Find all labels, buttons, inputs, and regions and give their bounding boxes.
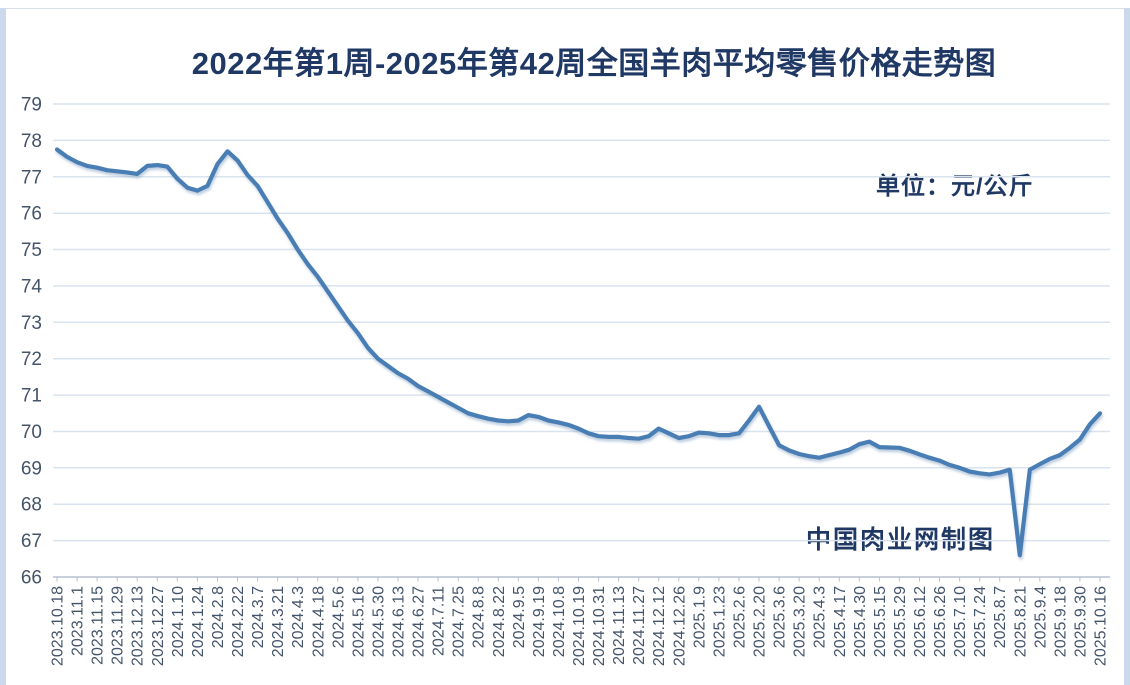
y-axis-tick-label: 73 [21, 313, 42, 334]
gridlines-group [53, 103, 1110, 578]
x-axis-tick-label: 2024.8.8 [471, 586, 488, 648]
x-axis-tick-label: 2024.4.3 [290, 586, 307, 648]
x-axis-tick-label: 2025.9.4 [1032, 586, 1049, 648]
x-axis-tick-label: 2024.4.18 [310, 586, 327, 657]
x-axis-tick-label: 2023.11.1 [70, 586, 87, 656]
x-axis-tick-label: 2025.5.29 [892, 586, 909, 657]
y-axis-labels-group: 79 78 77 76 75 74 73 72 71 70 69 68 67 66 [21, 95, 43, 589]
y-axis-tick-label: 66 [21, 568, 42, 589]
y-axis-tick-label: 75 [21, 240, 42, 261]
x-axis-tick-label: 2024.10.19 [571, 586, 588, 666]
x-axis-tick-label: 2023.12.27 [150, 586, 167, 666]
y-axis-tick-label: 72 [21, 349, 42, 370]
y-axis-tick-label: 76 [21, 204, 42, 225]
y-axis-tick-label: 70 [21, 422, 42, 443]
x-axis-tick-label: 2023.11.29 [110, 586, 127, 665]
x-axis-group [56, 577, 1101, 582]
y-axis-tick-label: 78 [21, 131, 42, 152]
top-border-rule [0, 8, 1130, 9]
x-axis-tick-label: 2025.3.20 [792, 586, 809, 657]
x-axis-tick-label: 2024.7.11 [431, 586, 448, 656]
x-axis-tick-label: 2024.11.13 [611, 586, 628, 665]
y-axis-tick-label: 74 [21, 276, 43, 297]
x-axis-tick-label: 2025.6.26 [932, 586, 949, 657]
x-axis-tick-label: 2025.3.6 [772, 586, 789, 648]
x-axis-tick-label: 2025.2.20 [752, 586, 769, 657]
x-axis-tick-label: 2023.11.15 [90, 586, 107, 665]
y-axis-tick-label: 79 [21, 95, 42, 116]
x-axis-tick-label: 2023.12.13 [130, 586, 147, 666]
x-axis-tick-label: 2025.4.30 [852, 586, 869, 657]
x-axis-tick-label: 2025.6.12 [912, 586, 929, 657]
x-axis-tick-label: 2024.9.19 [531, 586, 548, 657]
x-axis-tick-label: 2024.9.5 [511, 586, 528, 648]
x-axis-tick-label: 2024.12.26 [671, 586, 688, 666]
y-axis-tick-label: 77 [21, 167, 42, 188]
x-axis-tick-label: 2024.5.16 [350, 586, 367, 657]
x-axis-tick-label: 2025.4.3 [812, 586, 829, 648]
x-axis-tick-label: 2024.8.22 [491, 586, 508, 657]
right-edge-strip [1124, 8, 1130, 685]
x-axis-tick-label: 2024.2.22 [230, 586, 247, 657]
x-axis-tick-label: 2024.6.13 [391, 586, 408, 657]
x-axis-tick-label: 2024.5.6 [330, 586, 347, 648]
y-axis-tick-label: 67 [21, 531, 42, 552]
x-axis-tick-label: 2024.12.12 [651, 586, 668, 666]
x-axis-tick-label: 2023.10.18 [50, 586, 67, 666]
x-axis-tick-label: 2024.1.24 [190, 586, 207, 657]
price-line-group [54, 147, 1103, 558]
x-axis-tick-label: 2024.7.25 [451, 586, 468, 657]
y-axis-tick-label: 71 [21, 386, 42, 407]
y-axis-tick-label: 69 [21, 458, 42, 479]
x-axis-tick-label: 2024.2.8 [210, 586, 227, 648]
x-axis-tick-label: 2024.5.30 [370, 586, 387, 657]
x-axis-tick-label: 2024.1.10 [170, 586, 187, 657]
x-axis-tick-label: 2025.2.6 [732, 586, 749, 648]
x-axis-tick-label: 2025.5.15 [872, 586, 889, 657]
x-axis-tick-label: 2025.10.16 [1093, 586, 1110, 666]
x-axis-tick-label: 2024.3.7 [250, 586, 267, 648]
x-axis-tick-label: 2025.8.7 [992, 586, 1009, 648]
x-axis-tick-label: 2024.3.21 [270, 586, 287, 657]
x-axis-tick-label: 2025.7.10 [952, 586, 969, 657]
x-axis-tick-label: 2025.1.9 [691, 586, 708, 648]
x-axis-tick-label: 2024.11.27 [631, 586, 648, 665]
x-axis-tick-label: 2025.8.21 [1012, 586, 1029, 657]
x-axis-tick-label: 2025.4.17 [832, 586, 849, 657]
price-line [54, 147, 1103, 558]
x-axis-tick-label: 2025.1.23 [711, 586, 728, 657]
x-axis-tick-label: 2025.9.18 [1052, 586, 1069, 657]
x-axis-labels-group: 2023.10.18 2023.11.1 2023.11.15 2023.11.29 2… [50, 586, 1110, 666]
x-axis-tick-label: 2024.6.27 [411, 586, 428, 657]
x-axis-tick-label: 2024.10.8 [551, 586, 568, 657]
left-edge-strip [0, 8, 6, 685]
x-axis-tick-label: 2025.7.24 [972, 586, 989, 657]
x-axis-tick-label: 2024.10.31 [591, 586, 608, 666]
chart-title: 2022年第1周-2025年第42周全国羊肉平均零售价格走势图 [191, 46, 997, 81]
y-axis-tick-label: 68 [21, 495, 42, 516]
x-axis-tick-label: 2025.9.30 [1072, 586, 1089, 657]
